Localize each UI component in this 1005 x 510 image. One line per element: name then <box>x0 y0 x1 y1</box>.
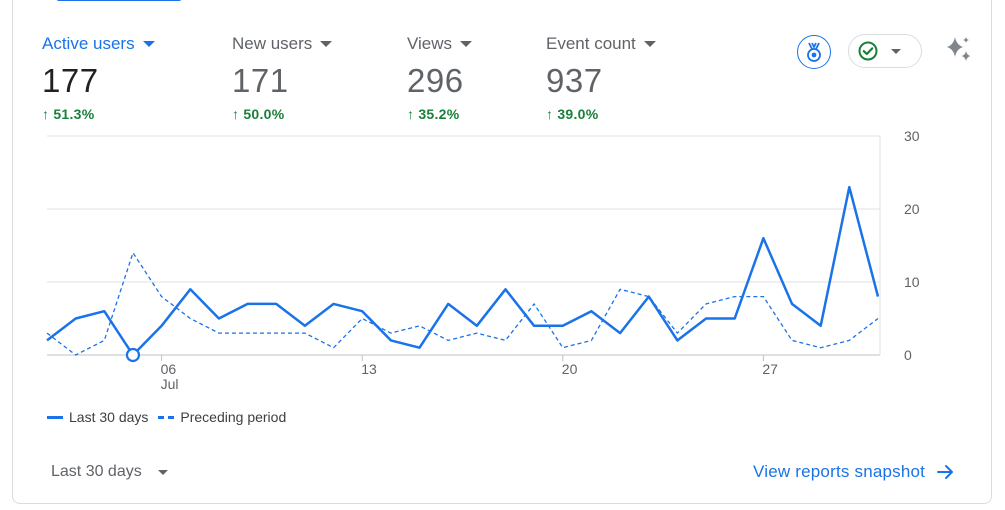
chevron-down-icon <box>643 41 656 47</box>
chevron-down-icon <box>891 48 901 54</box>
view-reports-label: View reports snapshot <box>753 462 926 481</box>
chevron-down-icon <box>157 469 168 475</box>
insights-button[interactable] <box>797 35 831 69</box>
chart-legend: Last 30 days Preceding period <box>47 409 296 425</box>
y-tick-label: 20 <box>904 201 920 217</box>
chevron-down-icon <box>142 41 155 47</box>
y-tick-label: 10 <box>904 274 920 290</box>
metric-tab-new-users[interactable]: New users 171 ↑ 50.0% <box>232 32 333 122</box>
legend-label: Preceding period <box>180 409 287 425</box>
metric-value: 171 <box>232 62 289 99</box>
metric-tab-event-count[interactable]: Event count 937 ↑ 39.0% <box>546 32 656 122</box>
metric-label: New users <box>232 32 333 56</box>
legend-swatch-dashed <box>158 415 175 419</box>
metric-label: Active users <box>42 32 155 56</box>
highlight-data-point <box>125 347 141 363</box>
metric-value: 177 <box>42 62 99 99</box>
metric-value: 937 <box>546 62 603 99</box>
metric-change: ↑ 51.3% <box>42 106 155 122</box>
chevron-down-icon <box>460 41 473 47</box>
arrow-up-icon: ↑ <box>42 106 50 122</box>
y-tick-label: 30 <box>904 128 920 144</box>
metric-change: ↑ 35.2% <box>407 106 472 122</box>
chevron-down-icon <box>320 41 333 47</box>
date-range-dropdown[interactable]: Last 30 days <box>51 461 168 483</box>
arrow-up-icon: ↑ <box>407 106 415 122</box>
metric-label-text: New users <box>232 34 313 53</box>
x-tick-label: 13 <box>361 361 377 377</box>
x-tick-label: 20 <box>562 361 578 377</box>
metric-label: Views <box>407 32 473 56</box>
view-reports-snapshot-link[interactable]: View reports snapshot <box>753 461 955 483</box>
x-tick-label: 06 <box>161 361 177 377</box>
metric-change-value: 50.0% <box>243 106 285 122</box>
arrow-up-icon: ↑ <box>546 106 554 122</box>
metric-tab-views[interactable]: Views 296 ↑ 35.2% <box>407 32 473 122</box>
arrow-right-icon <box>937 465 954 479</box>
legend-item-last-30-days: Last 30 days <box>47 409 148 425</box>
arrow-up-icon: ↑ <box>232 106 240 122</box>
check-circle-icon <box>858 41 878 61</box>
x-tick-label: 27 <box>762 361 778 377</box>
active-tab-indicator <box>56 0 182 1</box>
overview-card <box>12 0 992 504</box>
metric-change-value: 39.0% <box>557 106 599 122</box>
date-range-label: Last 30 days <box>51 463 142 480</box>
legend-label: Last 30 days <box>69 409 149 425</box>
metric-tab-active-users[interactable]: Active users 177 ↑ 51.3% <box>42 32 155 122</box>
legend-item-preceding-period: Preceding period <box>158 409 286 425</box>
legend-swatch-solid <box>47 415 63 419</box>
sparkle-icon <box>947 37 971 61</box>
series-line-preceding-period <box>46 252 879 356</box>
metric-label: Event count <box>546 32 656 56</box>
metric-change-value: 51.3% <box>53 106 95 122</box>
y-tick-label: 0 <box>904 347 912 363</box>
status-dropdown[interactable] <box>848 34 922 68</box>
medal-insight-icon <box>807 42 821 62</box>
metric-change: ↑ 50.0% <box>232 106 332 122</box>
ai-insights-button[interactable] <box>941 33 975 67</box>
metric-change-value: 35.2% <box>418 106 460 122</box>
x-tick-sublabel: Jul <box>161 376 179 392</box>
metric-label-text: Event count <box>546 34 636 53</box>
metric-value: 296 <box>407 62 464 99</box>
metric-label-text: Views <box>407 34 453 53</box>
metric-change: ↑ 39.0% <box>546 106 656 122</box>
series-line-last-30-days <box>46 185 880 357</box>
metric-label-text: Active users <box>42 34 135 53</box>
